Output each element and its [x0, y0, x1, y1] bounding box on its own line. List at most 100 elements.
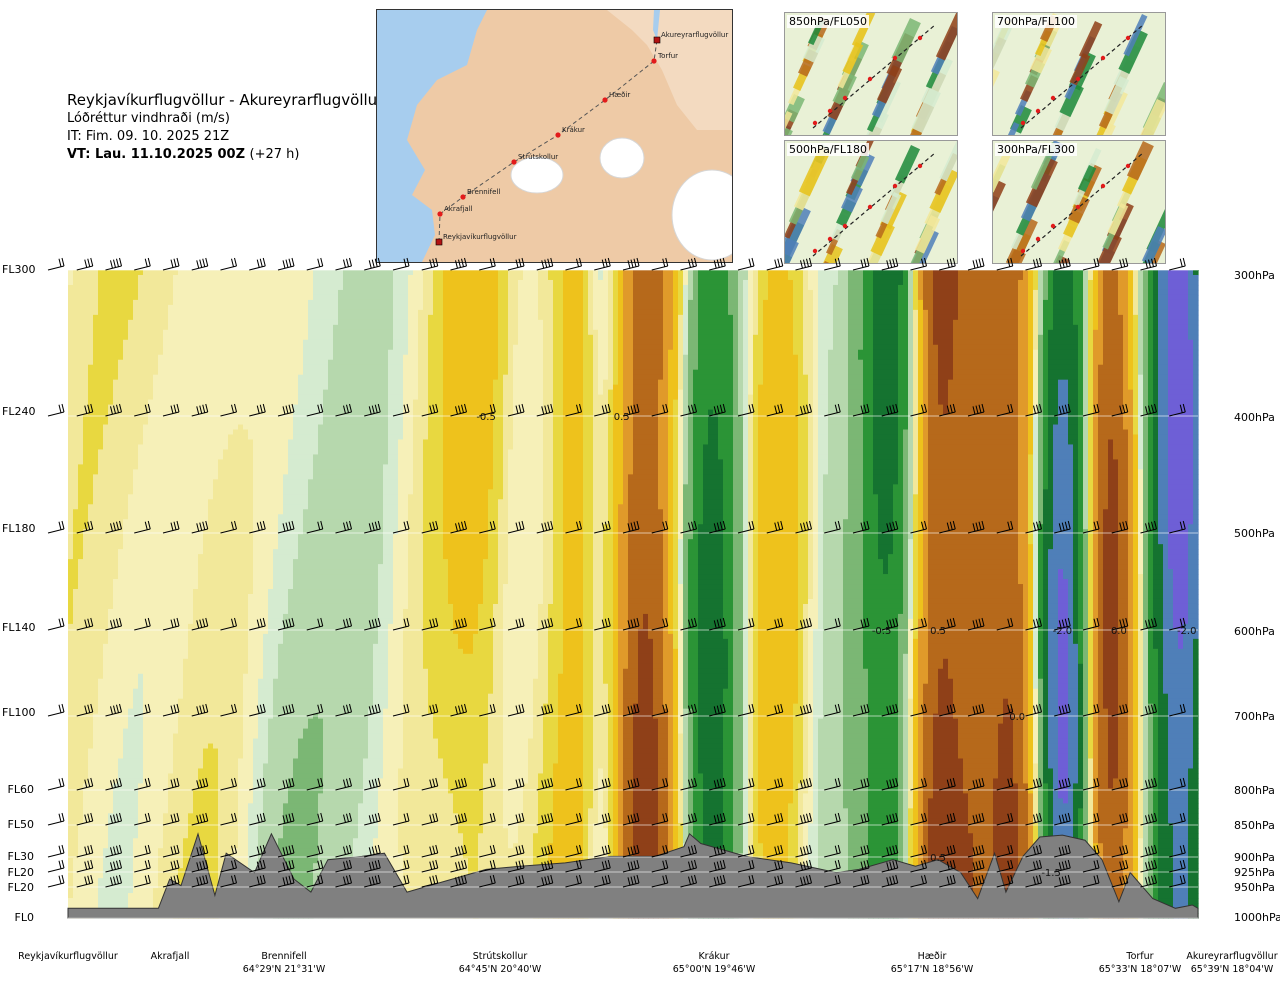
field-cell: [173, 314, 179, 321]
field-cell: [183, 584, 189, 590]
field-cell: [223, 803, 229, 809]
field-cell: [173, 768, 179, 775]
field-cell: [218, 334, 224, 341]
field-cell: [213, 778, 219, 785]
field-cell: [233, 559, 239, 565]
field-cell: [218, 444, 224, 451]
field-cell: [208, 863, 214, 869]
field-cell: [178, 424, 184, 431]
field-cell: [133, 414, 139, 421]
field-cell: [233, 703, 239, 710]
field-cell: [183, 668, 189, 675]
field-cell: [123, 628, 129, 635]
field-cell: [148, 728, 154, 735]
field-cell: [113, 828, 119, 834]
field-cell: [138, 379, 144, 386]
field-cell: [93, 668, 99, 675]
field-cell: [108, 514, 114, 520]
field-cell: [108, 494, 114, 500]
field-cell: [83, 728, 89, 735]
field-cell: [213, 404, 219, 411]
field-cell: [88, 404, 94, 411]
field-cell: [133, 279, 139, 286]
field-cell: [163, 783, 169, 789]
field-cell: [123, 768, 129, 775]
field-cell: [173, 618, 179, 625]
field-cell: [188, 574, 194, 580]
field-cell: [198, 833, 204, 839]
field-cell: [188, 529, 194, 535]
field-cell: [118, 853, 124, 859]
field-cell: [223, 354, 229, 361]
field-cell: [193, 598, 199, 605]
field-cell: [163, 748, 169, 755]
field-cell: [138, 394, 144, 401]
field-cell: [138, 449, 144, 456]
field-cell: [118, 309, 124, 316]
field-cell: [223, 723, 229, 730]
field-cell: [88, 868, 94, 874]
field-cell: [153, 823, 159, 829]
field-cell: [148, 299, 154, 306]
field-cell: [208, 738, 214, 745]
field-cell: [248, 499, 254, 505]
field-cell: [228, 374, 234, 381]
field-cell: [108, 753, 114, 760]
field-cell: [138, 270, 144, 276]
field-cell: [203, 399, 209, 406]
field-cell: [148, 643, 154, 650]
field-cell: [153, 274, 159, 281]
field-cell: [218, 414, 224, 421]
field-cell: [123, 414, 129, 421]
field-cell: [153, 279, 159, 286]
field-cell: [83, 464, 89, 470]
field-cell: [108, 429, 114, 436]
field-cell: [213, 868, 219, 874]
field-cell: [193, 279, 199, 286]
field-cell: [158, 299, 164, 306]
field-cell: [68, 369, 74, 376]
field-cell: [193, 653, 199, 660]
field-cell: [198, 773, 204, 780]
field-cell: [133, 454, 139, 461]
field-cell: [88, 309, 94, 316]
field-cell: [218, 853, 224, 859]
field-cell: [73, 504, 79, 510]
field-cell: [208, 783, 214, 789]
field-cell: [248, 294, 254, 301]
field-cell: [178, 653, 184, 660]
field-cell: [158, 484, 164, 490]
field-cell: [78, 579, 84, 585]
field-cell: [78, 464, 84, 470]
field-cell: [118, 274, 124, 281]
field-cell: [128, 554, 134, 560]
field-cell: [173, 439, 179, 446]
field-cell: [203, 613, 209, 620]
field-cell: [113, 279, 119, 286]
field-cell: [228, 569, 234, 575]
field-cell: [78, 598, 84, 605]
field-cell: [208, 474, 214, 480]
field-cell: [93, 419, 99, 426]
field-cell: [148, 813, 154, 819]
field-cell: [238, 574, 244, 580]
field-cell: [168, 768, 174, 775]
field-cell: [138, 788, 144, 794]
field-cell: [203, 554, 209, 560]
airport-marker: [653, 36, 661, 44]
field-cell: [238, 314, 244, 321]
field-cell: [228, 329, 234, 336]
field-cell: [88, 454, 94, 461]
field-cell: [93, 584, 99, 590]
field-cell: [88, 344, 94, 351]
field-cell: [113, 728, 119, 735]
field-cell: [223, 499, 229, 505]
field-cell: [143, 643, 149, 650]
field-cell: [118, 668, 124, 675]
field-cell: [223, 404, 229, 411]
field-cell: [233, 314, 239, 321]
field-cell: [88, 439, 94, 446]
field-cell: [133, 613, 139, 620]
field-cell: [228, 608, 234, 615]
field-cell: [158, 748, 164, 755]
